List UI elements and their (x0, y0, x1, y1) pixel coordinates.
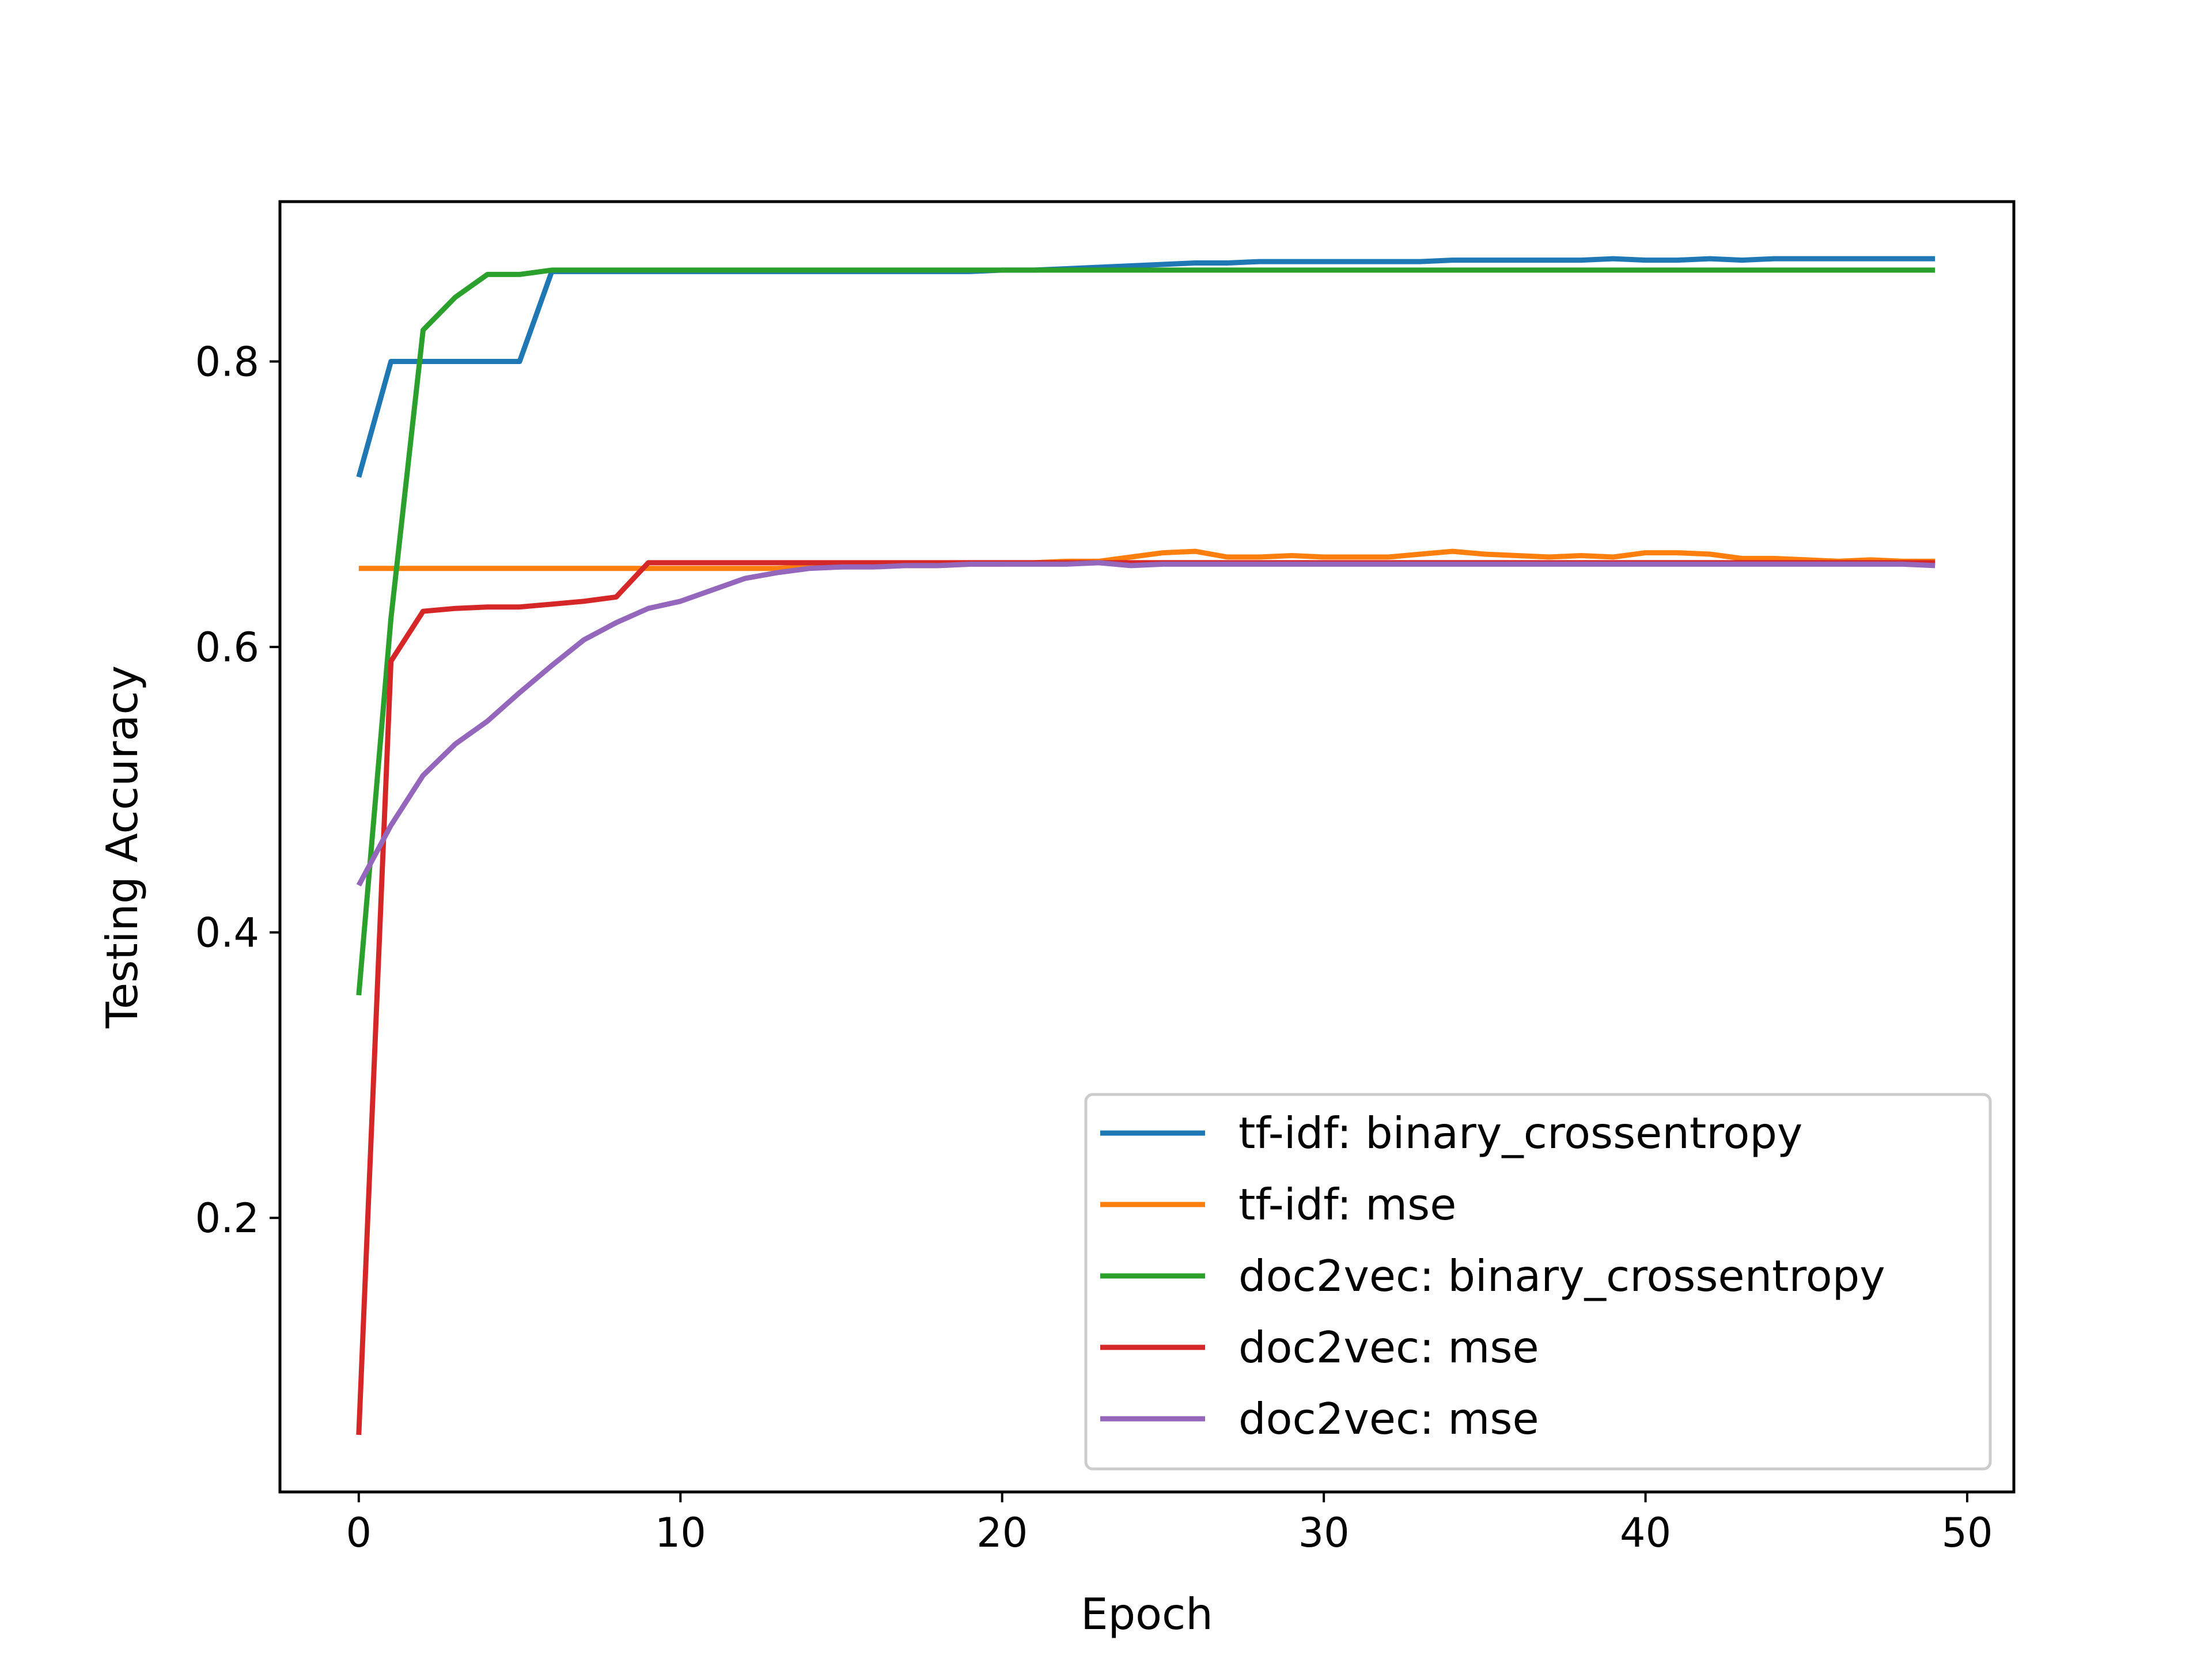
legend-label-5: doc2vec: mse (1238, 1393, 1539, 1444)
legend-label-2: tf-idf: mse (1238, 1179, 1456, 1230)
plot-frame (278, 200, 2016, 1494)
x-axis: 0 10 20 30 40 50 (346, 1492, 1993, 1556)
series-line-5 (356, 560, 1936, 887)
y-tick-label: 0.8 (195, 339, 259, 386)
x-tick-label: 30 (1298, 1509, 1350, 1556)
y-axis: 0.2 0.4 0.6 0.8 (195, 339, 280, 1242)
x-axis-label: Epoch (1081, 1589, 1213, 1639)
legend: tf-idf: binary_crossentropy tf-idf: mse do… (1084, 1093, 1992, 1471)
x-tick-label: 10 (655, 1509, 706, 1556)
x-tick-label: 40 (1620, 1509, 1671, 1556)
legend-label-4: doc2vec: mse (1238, 1322, 1539, 1373)
legend-label-1: tf-idf: binary_crossentropy (1238, 1108, 1802, 1158)
y-axis-label: Testing Accuracy (97, 665, 147, 1029)
legend-box (1084, 1093, 1992, 1471)
legend-label-3: doc2vec: binary_crossentropy (1238, 1251, 1885, 1301)
x-tick-label: 50 (1941, 1509, 1993, 1556)
series-layer (356, 256, 1936, 1435)
y-tick-label: 0.2 (195, 1195, 259, 1242)
x-tick-label: 20 (976, 1509, 1028, 1556)
series-line-2 (358, 548, 1936, 571)
y-tick-label: 0.4 (195, 910, 259, 957)
x-tick-label: 0 (346, 1509, 372, 1556)
y-tick-label: 0.6 (195, 624, 259, 671)
series-line-3 (356, 267, 1936, 996)
